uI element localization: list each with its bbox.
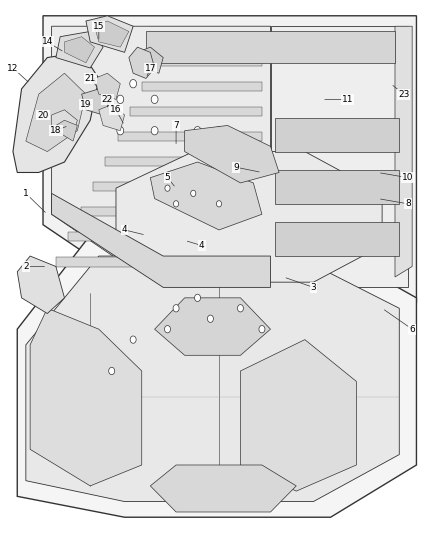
Polygon shape xyxy=(105,157,262,166)
Text: 19: 19 xyxy=(80,100,92,109)
Polygon shape xyxy=(43,16,417,303)
Polygon shape xyxy=(185,125,279,183)
Polygon shape xyxy=(395,26,412,277)
Polygon shape xyxy=(99,104,124,131)
Circle shape xyxy=(151,126,158,135)
Polygon shape xyxy=(275,222,399,256)
Polygon shape xyxy=(52,26,271,287)
Circle shape xyxy=(194,126,201,135)
Text: 20: 20 xyxy=(37,110,49,119)
Polygon shape xyxy=(52,110,78,136)
Circle shape xyxy=(117,126,124,135)
Text: 11: 11 xyxy=(342,95,353,104)
Text: 18: 18 xyxy=(50,126,62,135)
Text: 10: 10 xyxy=(402,173,413,182)
Polygon shape xyxy=(52,193,271,287)
Circle shape xyxy=(215,126,223,135)
Polygon shape xyxy=(155,298,271,356)
Text: 16: 16 xyxy=(110,106,122,114)
Polygon shape xyxy=(56,120,78,141)
Polygon shape xyxy=(56,257,262,266)
Text: 8: 8 xyxy=(405,199,411,208)
Text: 2: 2 xyxy=(23,262,28,271)
Polygon shape xyxy=(129,47,155,78)
Polygon shape xyxy=(146,31,395,63)
Text: 6: 6 xyxy=(409,325,415,334)
Text: 23: 23 xyxy=(398,90,409,99)
Text: 21: 21 xyxy=(85,74,96,83)
Polygon shape xyxy=(81,207,262,216)
Polygon shape xyxy=(150,465,296,512)
Circle shape xyxy=(130,79,137,88)
Text: 17: 17 xyxy=(145,63,156,72)
Polygon shape xyxy=(93,182,262,191)
Circle shape xyxy=(194,294,201,302)
Circle shape xyxy=(259,326,265,333)
Polygon shape xyxy=(81,89,112,115)
Circle shape xyxy=(173,201,179,207)
Polygon shape xyxy=(150,162,262,230)
Circle shape xyxy=(165,326,170,333)
Polygon shape xyxy=(17,256,64,313)
Circle shape xyxy=(165,185,170,191)
Polygon shape xyxy=(17,235,417,517)
Text: 15: 15 xyxy=(93,22,105,31)
Text: 9: 9 xyxy=(233,163,239,172)
Circle shape xyxy=(117,95,124,103)
Polygon shape xyxy=(275,118,399,151)
Text: 14: 14 xyxy=(42,37,53,46)
Polygon shape xyxy=(68,232,262,241)
Polygon shape xyxy=(116,151,382,282)
Polygon shape xyxy=(142,82,262,91)
Text: 4: 4 xyxy=(199,241,205,250)
Polygon shape xyxy=(64,37,95,63)
Text: 5: 5 xyxy=(165,173,170,182)
Circle shape xyxy=(237,305,244,312)
Polygon shape xyxy=(95,21,129,47)
Text: 22: 22 xyxy=(102,95,113,104)
Polygon shape xyxy=(275,170,399,204)
Polygon shape xyxy=(271,26,408,287)
Circle shape xyxy=(151,95,158,103)
Polygon shape xyxy=(130,107,262,116)
Text: 1: 1 xyxy=(23,189,29,198)
Text: 7: 7 xyxy=(173,121,179,130)
Polygon shape xyxy=(26,256,399,502)
Polygon shape xyxy=(30,308,142,486)
Polygon shape xyxy=(155,56,262,66)
Circle shape xyxy=(130,336,136,343)
Polygon shape xyxy=(86,16,133,52)
Polygon shape xyxy=(13,52,99,173)
Circle shape xyxy=(191,190,196,197)
Circle shape xyxy=(208,315,213,322)
Polygon shape xyxy=(240,340,357,491)
Circle shape xyxy=(48,142,56,151)
Circle shape xyxy=(173,305,179,312)
Polygon shape xyxy=(95,73,120,99)
Text: 3: 3 xyxy=(311,283,316,292)
Polygon shape xyxy=(56,31,103,68)
Polygon shape xyxy=(138,47,163,73)
Text: 12: 12 xyxy=(7,63,19,72)
Text: 4: 4 xyxy=(122,225,127,235)
Circle shape xyxy=(216,201,222,207)
Polygon shape xyxy=(118,132,262,141)
Circle shape xyxy=(109,367,115,375)
Polygon shape xyxy=(26,73,86,151)
